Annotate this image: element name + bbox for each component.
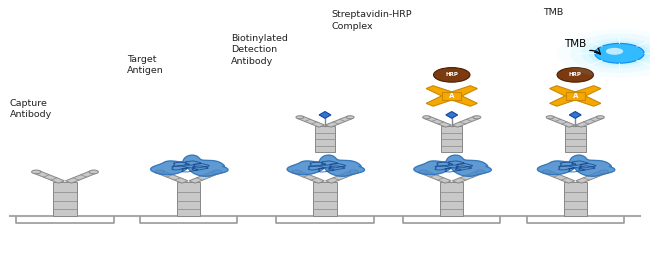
Circle shape xyxy=(557,68,593,82)
Circle shape xyxy=(599,170,608,174)
Polygon shape xyxy=(543,171,575,183)
Circle shape xyxy=(589,41,650,66)
Polygon shape xyxy=(576,171,607,183)
Polygon shape xyxy=(446,86,477,98)
Circle shape xyxy=(422,116,430,119)
Circle shape xyxy=(32,170,41,174)
Circle shape xyxy=(597,116,604,119)
Polygon shape xyxy=(297,116,324,127)
Circle shape xyxy=(558,29,650,78)
Text: A: A xyxy=(573,93,578,99)
Polygon shape xyxy=(569,94,601,106)
Polygon shape xyxy=(565,126,586,152)
Text: Target
Antigen: Target Antigen xyxy=(127,55,164,75)
Polygon shape xyxy=(189,171,220,183)
Polygon shape xyxy=(287,155,365,176)
Polygon shape xyxy=(326,116,353,127)
Polygon shape xyxy=(547,116,575,127)
Polygon shape xyxy=(313,182,337,216)
Polygon shape xyxy=(440,182,463,216)
Bar xyxy=(566,92,584,100)
Polygon shape xyxy=(293,171,324,183)
Polygon shape xyxy=(550,86,581,98)
Polygon shape xyxy=(446,112,458,118)
Polygon shape xyxy=(319,112,331,118)
Bar xyxy=(443,92,461,100)
Polygon shape xyxy=(452,116,480,127)
Circle shape xyxy=(476,170,485,174)
Circle shape xyxy=(473,116,481,119)
Polygon shape xyxy=(66,171,97,183)
Circle shape xyxy=(606,48,623,55)
Polygon shape xyxy=(151,155,228,176)
Polygon shape xyxy=(446,94,477,106)
Polygon shape xyxy=(53,182,77,216)
Polygon shape xyxy=(424,116,451,127)
Text: HRP: HRP xyxy=(445,72,458,77)
Polygon shape xyxy=(538,155,615,176)
Circle shape xyxy=(546,116,554,119)
Polygon shape xyxy=(157,171,188,183)
Polygon shape xyxy=(326,171,357,183)
Text: A: A xyxy=(449,93,454,99)
Polygon shape xyxy=(569,86,601,98)
Circle shape xyxy=(570,34,650,73)
Circle shape xyxy=(213,170,222,174)
Polygon shape xyxy=(315,126,335,152)
Text: Biotinylated
Detection
Antibody: Biotinylated Detection Antibody xyxy=(231,34,287,66)
Polygon shape xyxy=(569,112,581,118)
Circle shape xyxy=(346,116,354,119)
Polygon shape xyxy=(576,116,603,127)
Polygon shape xyxy=(177,182,200,216)
Circle shape xyxy=(89,170,98,174)
Circle shape xyxy=(296,116,304,119)
Polygon shape xyxy=(564,182,587,216)
Text: Streptavidin-HRP
Complex: Streptavidin-HRP Complex xyxy=(332,10,412,31)
Polygon shape xyxy=(441,126,462,152)
Polygon shape xyxy=(414,155,491,176)
Text: Capture
Antibody: Capture Antibody xyxy=(10,99,52,119)
Polygon shape xyxy=(426,94,458,106)
Polygon shape xyxy=(550,94,581,106)
Circle shape xyxy=(155,170,164,174)
Circle shape xyxy=(349,170,358,174)
Text: HRP: HRP xyxy=(569,72,582,77)
Circle shape xyxy=(581,38,650,69)
Circle shape xyxy=(419,170,428,174)
Circle shape xyxy=(292,170,301,174)
Text: TMB: TMB xyxy=(543,8,563,17)
Polygon shape xyxy=(420,171,451,183)
Polygon shape xyxy=(452,171,484,183)
Polygon shape xyxy=(426,86,458,98)
Circle shape xyxy=(542,170,551,174)
Text: TMB: TMB xyxy=(564,39,586,49)
Circle shape xyxy=(434,68,470,82)
Polygon shape xyxy=(33,171,64,183)
Circle shape xyxy=(595,43,644,63)
